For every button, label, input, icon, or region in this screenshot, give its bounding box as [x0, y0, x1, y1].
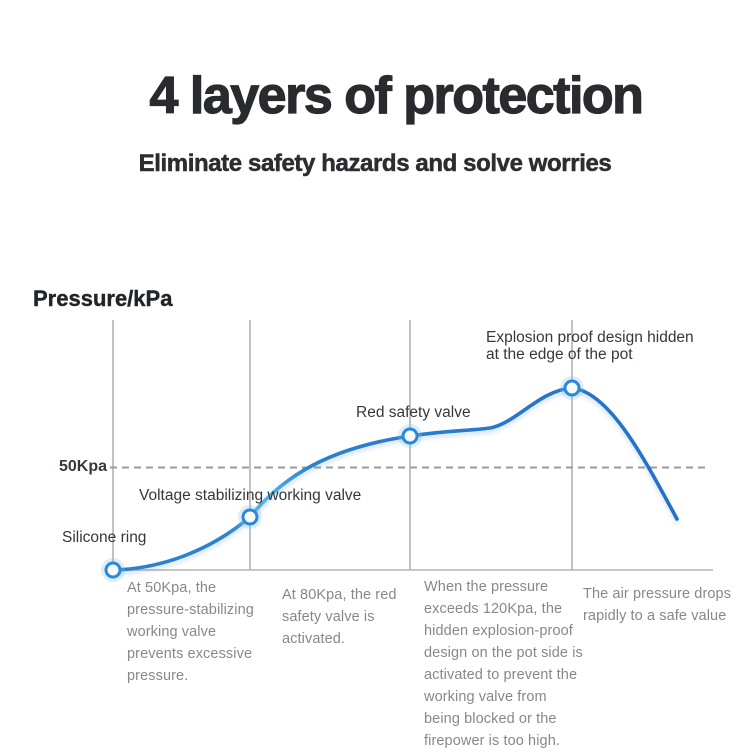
annotation-voltage-stabilizing-valve: Voltage stabilizing working valve	[139, 487, 362, 504]
footnote-80kpa: At 80Kpa, the red safety valve is activa…	[282, 587, 397, 647]
curve-point-marker	[563, 379, 581, 397]
y-axis-label: Pressure/kPa	[33, 286, 173, 311]
curve-point-marker	[104, 561, 122, 579]
footnote-pressure-drop: The air pressure drops rapidly to a safe…	[583, 586, 732, 624]
annotation-red-safety-valve: Red safety valve	[356, 404, 471, 421]
page-title: 4 layers of protection	[149, 66, 645, 125]
annotation-explosion-proof-design: Explosion proof design hidden at the edg…	[486, 329, 694, 363]
footnote-120kpa: When the pressure exceeds 120Kpa, the hi…	[424, 579, 583, 749]
pressure-curve	[111, 386, 679, 572]
curve-point-marker	[241, 508, 259, 526]
page-subtitle: Eliminate safety hazards and solve worri…	[138, 150, 612, 178]
footnote-50kpa: At 50Kpa, the pressure-stabilizing worki…	[127, 580, 254, 684]
curve-point-marker	[401, 427, 419, 445]
reference-line-label: 50Kpa	[58, 458, 107, 475]
annotation-silicone-ring: Silicone ring	[62, 529, 147, 546]
